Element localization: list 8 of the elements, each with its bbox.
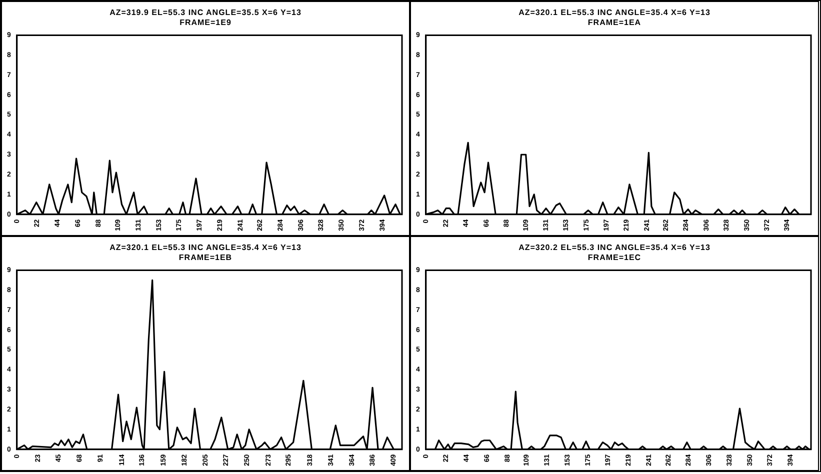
chart-title: AZ=320.1 EL=55.3 INC ANGLE=35.4 X=6 Y=13 — [518, 8, 712, 18]
chart-subtitle: FRAME=1E9 — [178, 18, 232, 28]
chart-title: AZ=320.2 EL=55.3 INC ANGLE=35.4 X=6 Y=13 — [518, 243, 712, 253]
chart-subtitle: FRAME=1EB — [178, 253, 234, 263]
chart-subtitle: FRAME=1EA — [586, 18, 642, 28]
chart-title: AZ=320.1 EL=55.3 INC ANGLE=35.4 X=6 Y=13 — [108, 243, 302, 253]
chart-subtitle: FRAME=1EC — [586, 253, 642, 263]
chart-title: AZ=319.9 EL=55.3 INC ANGLE=35.5 X=6 Y=13 — [108, 8, 302, 18]
